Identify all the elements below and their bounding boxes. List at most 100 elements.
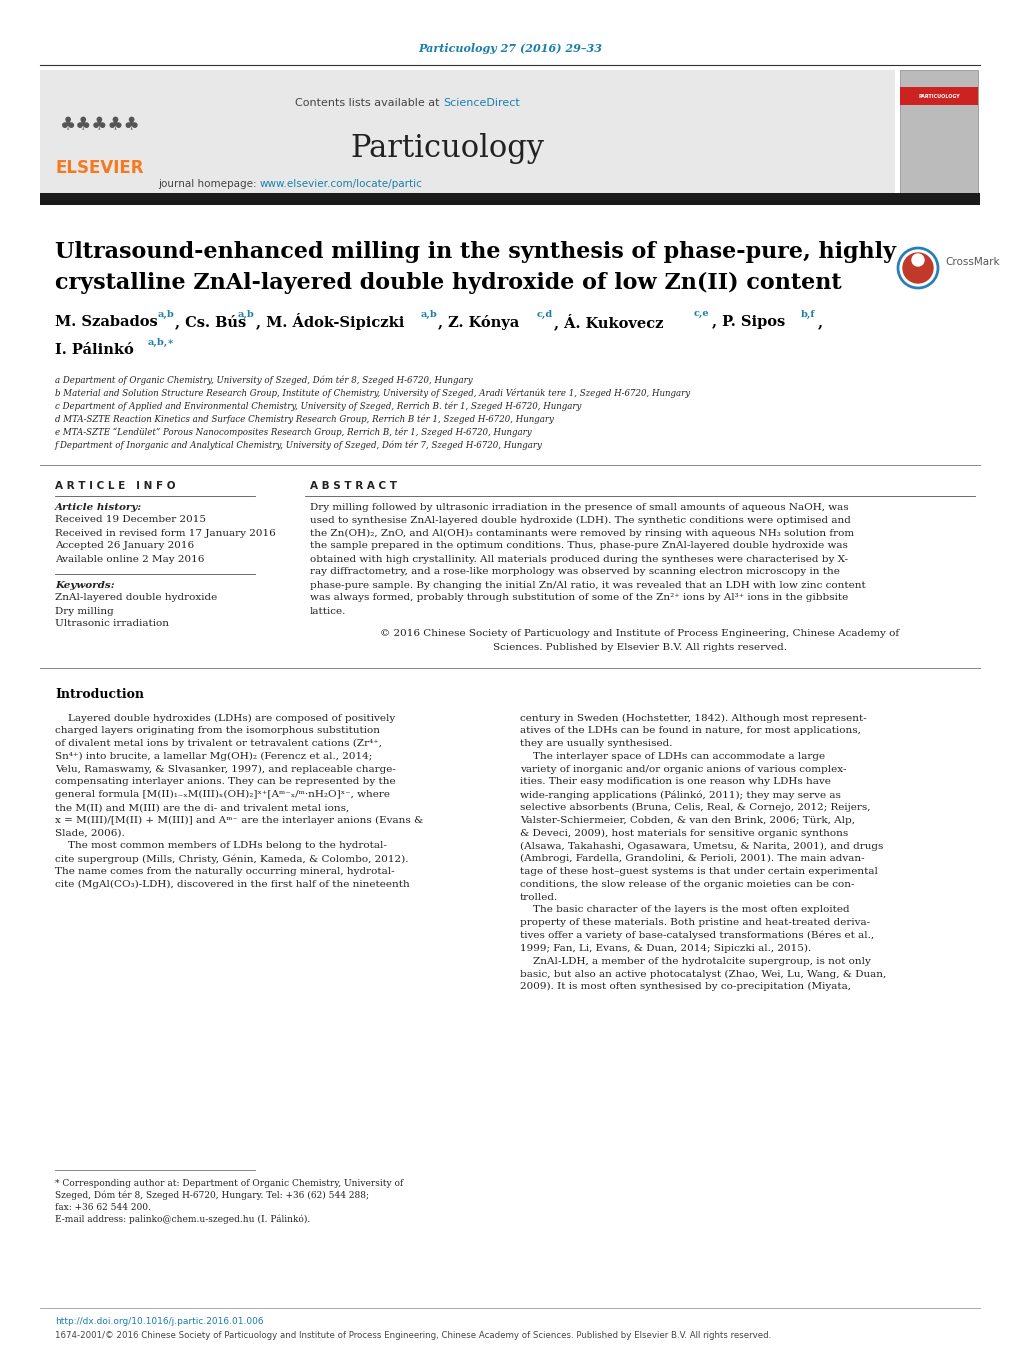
Text: property of these materials. Both pristine and heat-treated deriva-: property of these materials. Both pristi… (520, 919, 869, 927)
Text: atives of the LDHs can be found in nature, for most applications,: atives of the LDHs can be found in natur… (520, 727, 860, 735)
Text: 1999; Fan, Li, Evans, & Duan, 2014; Sipiczki al., 2015).: 1999; Fan, Li, Evans, & Duan, 2014; Sipi… (520, 944, 810, 952)
Text: , Cs. Bús: , Cs. Bús (175, 315, 246, 330)
Text: ities. Their easy modification is one reason why LDHs have: ities. Their easy modification is one re… (520, 777, 830, 786)
Text: (Ambrogi, Fardella, Grandolini, & Perioli, 2001). The main advan-: (Ambrogi, Fardella, Grandolini, & Periol… (520, 854, 864, 863)
Text: Slade, 2006).: Slade, 2006). (55, 828, 124, 838)
Text: Received in revised form 17 January 2016: Received in revised form 17 January 2016 (55, 528, 275, 538)
Text: wide-ranging applications (Pálinkó, 2011); they may serve as: wide-ranging applications (Pálinkó, 2011… (520, 790, 840, 800)
Text: cite (MgAl(CO₃)-LDH), discovered in the first half of the nineteenth: cite (MgAl(CO₃)-LDH), discovered in the … (55, 880, 410, 889)
Text: cite supergroup (Mills, Christy, Génin, Kameda, & Colombo, 2012).: cite supergroup (Mills, Christy, Génin, … (55, 854, 408, 863)
Text: Particuology: Particuology (350, 132, 543, 163)
Text: Layered double hydroxides (LDHs) are composed of positively: Layered double hydroxides (LDHs) are com… (55, 713, 395, 723)
Text: Introduction: Introduction (55, 689, 144, 701)
Text: A B S T R A C T: A B S T R A C T (310, 481, 396, 490)
Text: general formula [M(II)₁₋ₓM(III)ₓ(OH)₂]ˣ⁺[Aᵐ⁻ₓ/ᵐ·nH₂O]ˣ⁻, where: general formula [M(II)₁₋ₓM(III)ₓ(OH)₂]ˣ⁺… (55, 790, 389, 800)
Text: Sciences. Published by Elsevier B.V. All rights reserved.: Sciences. Published by Elsevier B.V. All… (492, 643, 787, 651)
Text: The name comes from the naturally occurring mineral, hydrotal-: The name comes from the naturally occurr… (55, 867, 394, 875)
Text: ray diffractometry, and a rose-like morphology was observed by scanning electron: ray diffractometry, and a rose-like morp… (310, 567, 839, 577)
Text: I. Pálinkó: I. Pálinkó (55, 343, 133, 357)
Text: fax: +36 62 544 200.: fax: +36 62 544 200. (55, 1202, 151, 1212)
Text: variety of inorganic and/or organic anions of various complex-: variety of inorganic and/or organic anio… (520, 765, 846, 774)
Text: c,d: c,d (536, 309, 552, 319)
Text: Velu, Ramaswamy, & Slvasanker, 1997), and replaceable charge-: Velu, Ramaswamy, & Slvasanker, 1997), an… (55, 765, 395, 774)
Bar (40, 70, 894, 195)
Text: tage of these host–guest systems is that under certain experimental: tage of these host–guest systems is that… (520, 867, 877, 875)
Text: the Zn(OH)₂, ZnO, and Al(OH)₃ contaminants were removed by rinsing with aqueous : the Zn(OH)₂, ZnO, and Al(OH)₃ contaminan… (310, 528, 853, 538)
Circle shape (902, 253, 932, 282)
Text: ELSEVIER: ELSEVIER (56, 159, 144, 177)
Text: c Department of Applied and Environmental Chemistry, University of Szeged, Rerri: c Department of Applied and Environmenta… (55, 401, 581, 411)
Text: b,f: b,f (800, 309, 815, 319)
Text: lattice.: lattice. (310, 607, 346, 616)
Text: Article history:: Article history: (55, 503, 142, 512)
Text: ♣♣♣♣♣: ♣♣♣♣♣ (60, 116, 141, 134)
Circle shape (911, 254, 923, 266)
Text: Sn⁴⁺) into brucite, a lamellar Mg(OH)₂ (Ferencz et al., 2014;: Sn⁴⁺) into brucite, a lamellar Mg(OH)₂ (… (55, 753, 372, 761)
Text: charged layers originating from the isomorphous substitution: charged layers originating from the isom… (55, 727, 380, 735)
Text: was always formed, probably through substitution of some of the Zn²⁺ ions by Al³: was always formed, probably through subs… (310, 593, 848, 603)
Text: ZnAl-LDH, a member of the hydrotalcite supergroup, is not only: ZnAl-LDH, a member of the hydrotalcite s… (520, 957, 870, 966)
Text: b Material and Solution Structure Research Group, Institute of Chemistry, Univer: b Material and Solution Structure Resear… (55, 388, 690, 397)
Text: of divalent metal ions by trivalent or tetravalent cations (Zr⁴⁺,: of divalent metal ions by trivalent or t… (55, 739, 382, 748)
Text: E-mail address: palinko@chem.u-szeged.hu (I. Pálinkó).: E-mail address: palinko@chem.u-szeged.hu… (55, 1215, 310, 1224)
Text: the M(II) and M(III) are the di- and trivalent metal ions,: the M(II) and M(III) are the di- and tri… (55, 802, 348, 812)
Text: Szeged, Dóm tér 8, Szeged H-6720, Hungary. Tel: +36 (62) 544 288;: Szeged, Dóm tér 8, Szeged H-6720, Hungar… (55, 1190, 369, 1200)
Bar (899, 86, 977, 105)
Text: M. Szabados: M. Szabados (55, 315, 158, 330)
Text: a,b: a,b (158, 309, 174, 319)
Text: The interlayer space of LDHs can accommodate a large: The interlayer space of LDHs can accommo… (520, 753, 824, 761)
Text: Received 19 December 2015: Received 19 December 2015 (55, 516, 206, 524)
Text: A R T I C L E   I N F O: A R T I C L E I N F O (55, 481, 175, 490)
Text: conditions, the slow release of the organic moieties can be con-: conditions, the slow release of the orga… (520, 880, 854, 889)
Bar (40, 193, 979, 205)
Text: Keywords:: Keywords: (55, 581, 114, 589)
Text: , Á. Kukovecz: , Á. Kukovecz (553, 313, 662, 331)
Text: ScienceDirect: ScienceDirect (442, 99, 520, 108)
Text: compensating interlayer anions. They can be represented by the: compensating interlayer anions. They can… (55, 777, 395, 786)
Text: The basic character of the layers is the most often exploited: The basic character of the layers is the… (520, 905, 849, 915)
Text: century in Sweden (Hochstetter, 1842). Although most represent-: century in Sweden (Hochstetter, 1842). A… (520, 713, 866, 723)
Text: used to synthesise ZnAl-layered double hydroxide (LDH). The synthetic conditions: used to synthesise ZnAl-layered double h… (310, 516, 850, 524)
Text: , M. Ádok-Sipiczki: , M. Ádok-Sipiczki (256, 313, 404, 331)
Text: Contents lists available at: Contents lists available at (294, 99, 442, 108)
Text: www.elsevier.com/locate/partic: www.elsevier.com/locate/partic (260, 178, 423, 189)
Text: e MTA-SZTE “Lendület” Porous Nanocomposites Research Group, Rerrich B, tér 1, Sz: e MTA-SZTE “Lendület” Porous Nanocomposi… (55, 427, 531, 436)
Text: tives offer a variety of base-catalysed transformations (Béres et al.,: tives offer a variety of base-catalysed … (520, 931, 873, 940)
Text: phase-pure sample. By changing the initial Zn/Al ratio, it was revealed that an : phase-pure sample. By changing the initi… (310, 581, 865, 589)
Text: Particuology 27 (2016) 29–33: Particuology 27 (2016) 29–33 (418, 42, 601, 54)
Text: Dry milling followed by ultrasonic irradiation in the presence of small amounts : Dry milling followed by ultrasonic irrad… (310, 503, 848, 512)
Text: ZnAl-layered double hydroxide: ZnAl-layered double hydroxide (55, 593, 217, 603)
Text: Dry milling: Dry milling (55, 607, 114, 616)
Text: journal homepage:: journal homepage: (158, 178, 260, 189)
Text: © 2016 Chinese Society of Particuology and Institute of Process Engineering, Chi: © 2016 Chinese Society of Particuology a… (380, 630, 899, 639)
Text: a,b: a,b (421, 309, 437, 319)
Text: a,b,∗: a,b,∗ (148, 338, 175, 346)
Text: x = M(III)/[M(II) + M(III)] and Aᵐ⁻ are the interlayer anions (Evans &: x = M(III)/[M(II) + M(III)] and Aᵐ⁻ are … (55, 816, 423, 825)
Text: 2009). It is most often synthesised by co-precipitation (Miyata,: 2009). It is most often synthesised by c… (520, 982, 850, 992)
Text: Ultrasound-enhanced milling in the synthesis of phase-pure, highly: Ultrasound-enhanced milling in the synth… (55, 240, 895, 263)
Text: Available online 2 May 2016: Available online 2 May 2016 (55, 554, 204, 563)
Text: 1674-2001/© 2016 Chinese Society of Particuology and Institute of Process Engine: 1674-2001/© 2016 Chinese Society of Part… (55, 1332, 770, 1340)
Text: , P. Sipos: , P. Sipos (711, 315, 785, 330)
Text: f Department of Inorganic and Analytical Chemistry, University of Szeged, Dóm té: f Department of Inorganic and Analytical… (55, 440, 542, 450)
Text: , Z. Kónya: , Z. Kónya (437, 315, 519, 330)
Text: d MTA-SZTE Reaction Kinetics and Surface Chemistry Research Group, Rerrich B tér: d MTA-SZTE Reaction Kinetics and Surface… (55, 415, 553, 424)
Text: basic, but also an active photocatalyst (Zhao, Wei, Lu, Wang, & Duan,: basic, but also an active photocatalyst … (520, 970, 886, 978)
Text: crystalline ZnAl-layered double hydroxide of low Zn(II) content: crystalline ZnAl-layered double hydroxid… (55, 272, 841, 295)
Text: Valster-Schiermeier, Cobden, & van den Brink, 2006; Türk, Alp,: Valster-Schiermeier, Cobden, & van den B… (520, 816, 854, 825)
Text: obtained with high crystallinity. All materials produced during the syntheses we: obtained with high crystallinity. All ma… (310, 554, 847, 563)
Text: (Alsawa, Takahashi, Ogasawara, Umetsu, & Narita, 2001), and drugs: (Alsawa, Takahashi, Ogasawara, Umetsu, &… (520, 842, 882, 851)
Text: trolled.: trolled. (520, 893, 557, 901)
Text: The most common members of LDHs belong to the hydrotal-: The most common members of LDHs belong t… (55, 842, 386, 851)
Text: the sample prepared in the optimum conditions. Thus, phase-pure ZnAl-layered dou: the sample prepared in the optimum condi… (310, 542, 847, 550)
Text: & Deveci, 2009), host materials for sensitive organic synthons: & Deveci, 2009), host materials for sens… (520, 828, 848, 838)
Text: http://dx.doi.org/10.1016/j.partic.2016.01.006: http://dx.doi.org/10.1016/j.partic.2016.… (55, 1316, 263, 1325)
Text: CrossMark: CrossMark (944, 257, 999, 267)
Text: a,b: a,b (237, 309, 255, 319)
Text: c,e: c,e (693, 309, 709, 319)
Bar (899, 70, 977, 195)
Text: Accepted 26 January 2016: Accepted 26 January 2016 (55, 542, 194, 550)
Text: ,: , (817, 315, 822, 330)
Text: they are usually synthesised.: they are usually synthesised. (520, 739, 672, 748)
Text: PARTICUOLOGY: PARTICUOLOGY (917, 93, 959, 99)
